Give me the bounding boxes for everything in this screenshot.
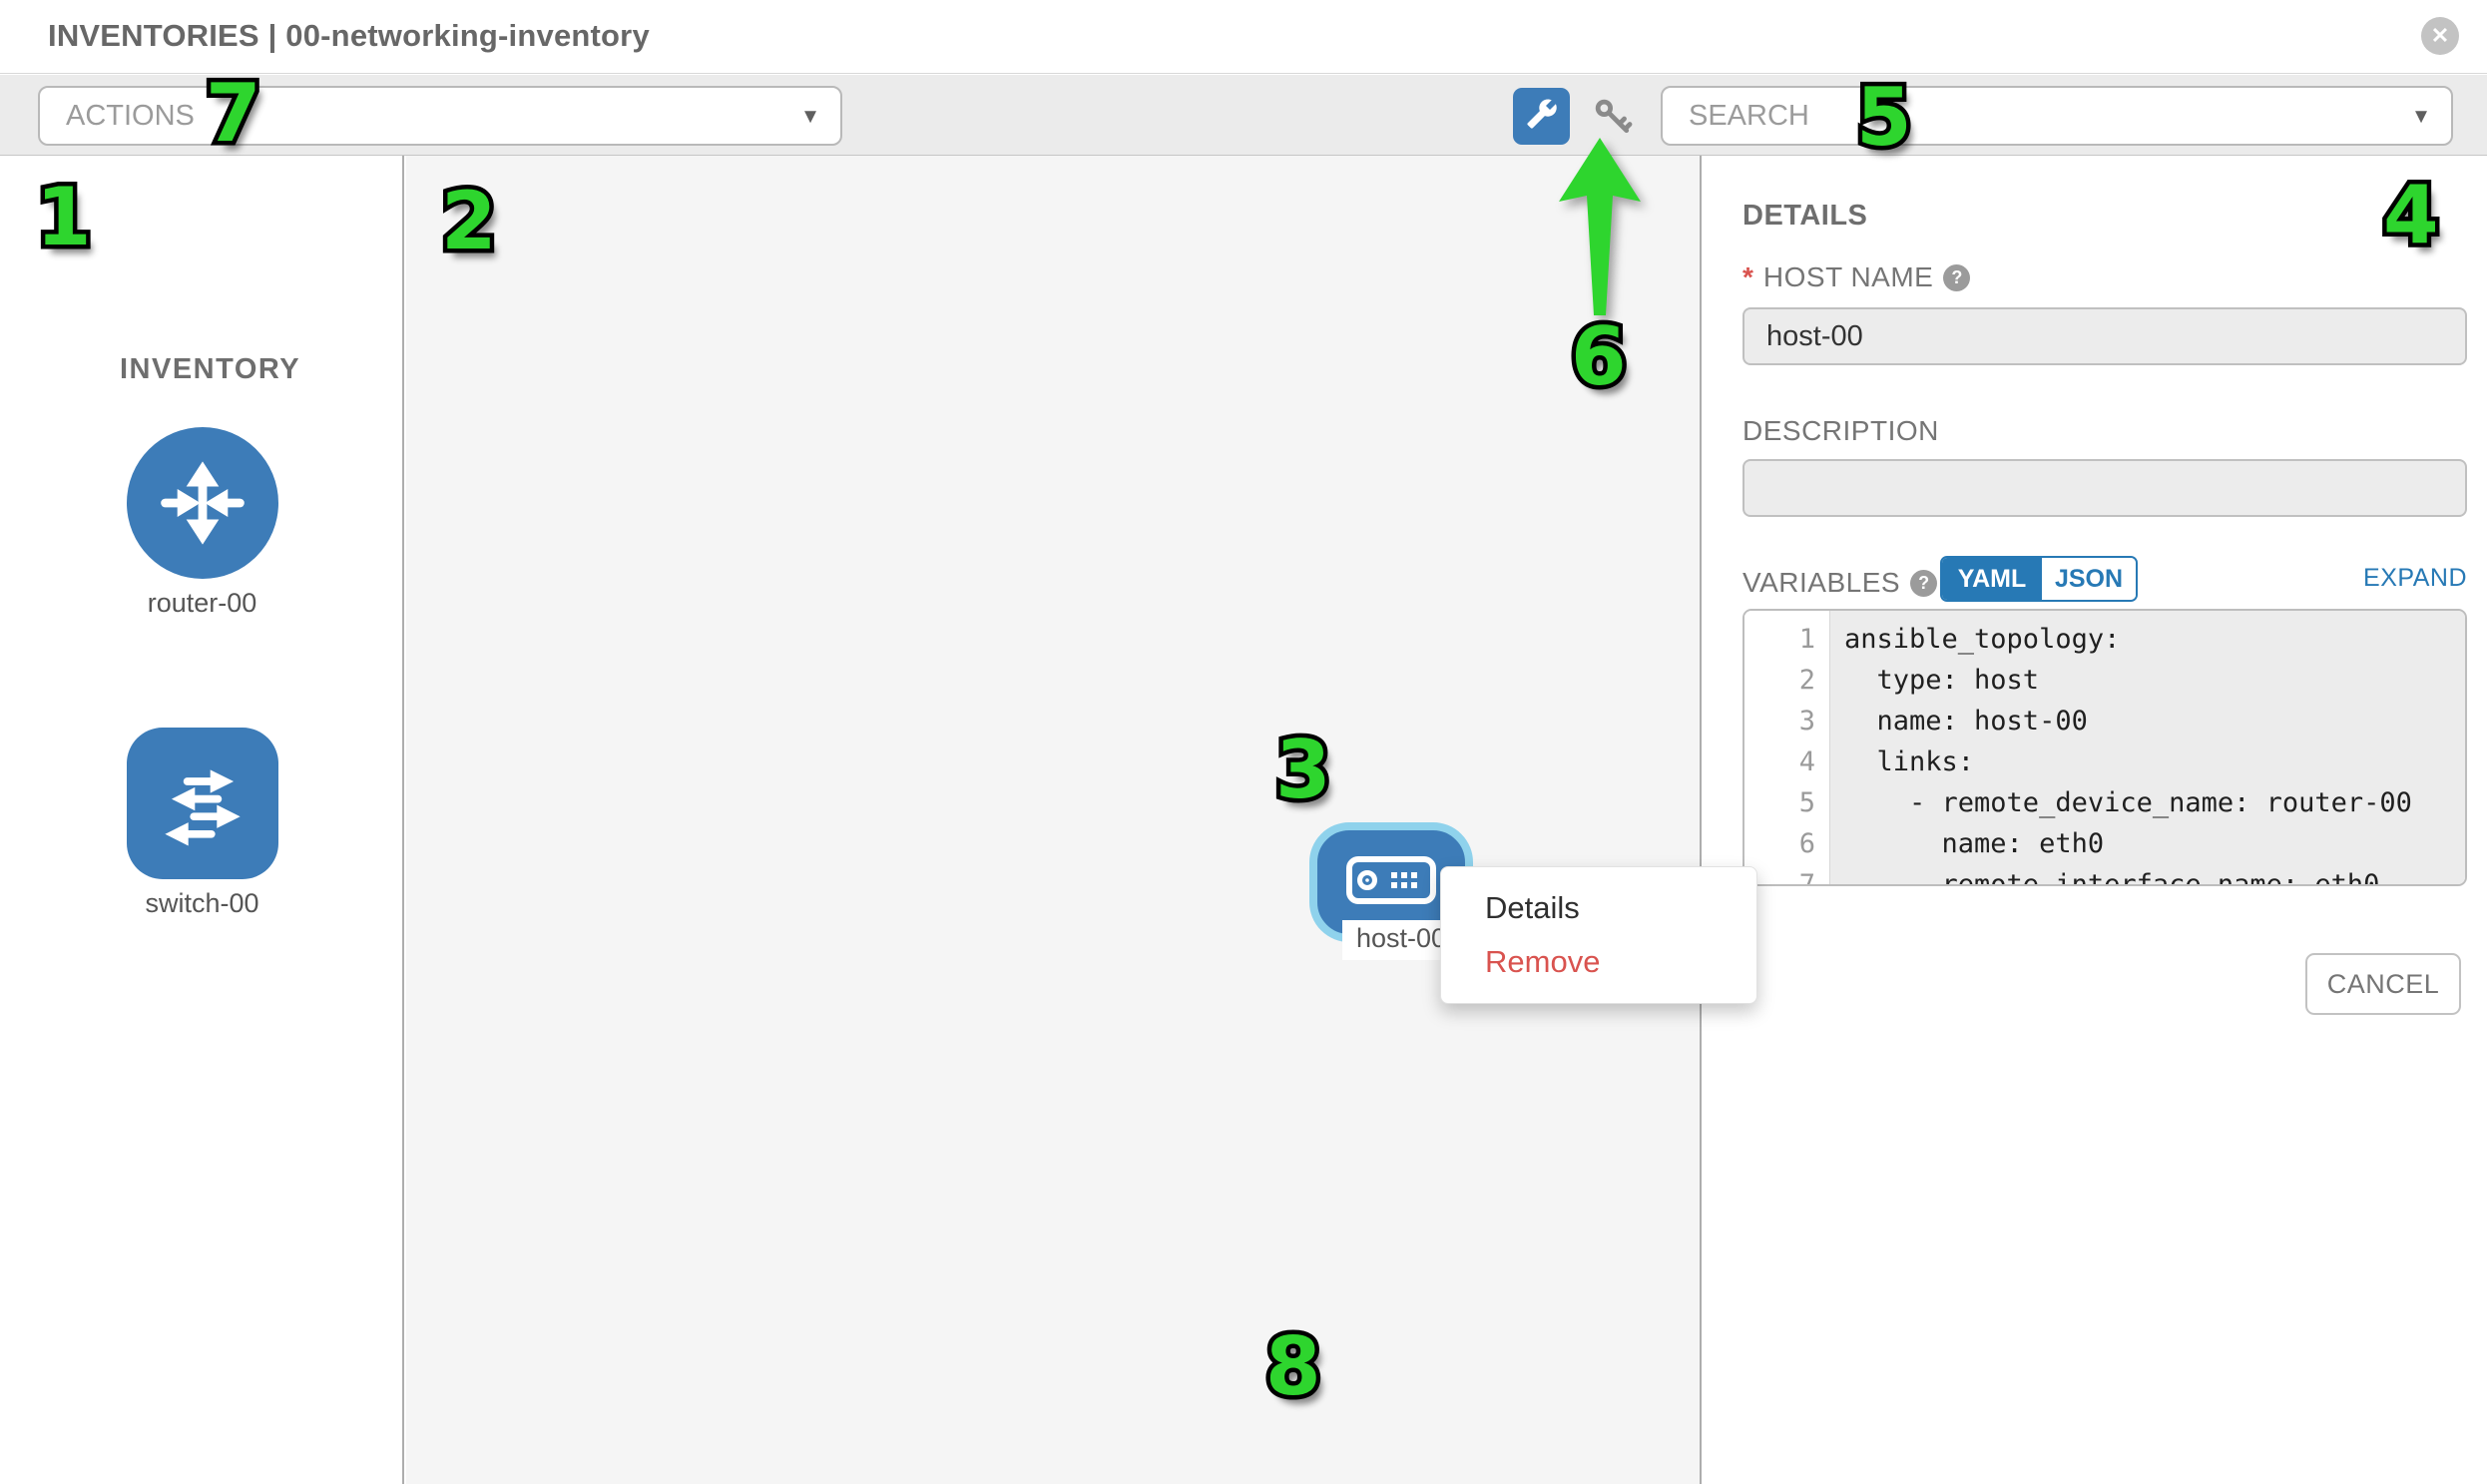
code-line: 3 name: host-00 [1744,701,2465,742]
required-asterisk: * [1742,261,1753,292]
host-icon [1345,855,1437,910]
cancel-button[interactable]: CANCEL [2305,953,2461,1015]
toolbar: ACTIONS ▾ SEARCH ▾ [0,75,2487,156]
header: INVENTORIES | 00-networking-inventory ✕ [0,0,2487,74]
key-button[interactable] [1589,95,1637,143]
sidebar-item-router[interactable]: router-00 [100,427,304,619]
actions-dropdown[interactable]: ACTIONS ▾ [38,86,842,146]
variables-label: VARIABLES [1742,567,1901,598]
details-heading: DETAILS [1742,200,1868,232]
topology-canvas[interactable]: host-00 Details Remove 120% − + [406,156,1757,1484]
menu-item-remove[interactable]: Remove [1485,944,1601,979]
code-line: 7 remote_interface_name: eth0 [1744,864,2465,884]
code-line: 2 type: host [1744,660,2465,701]
tab-yaml[interactable]: YAML [1942,558,2042,600]
code-line: 6 name: eth0 [1744,823,2465,864]
annotation-8: 8 [1261,1320,1326,1413]
help-icon[interactable]: ? [1943,263,1971,291]
close-button[interactable]: ✕ [2421,17,2459,55]
annotation-7: 7 [202,67,266,160]
page-title: INVENTORIES | 00-networking-inventory [48,18,650,53]
description-label: DESCRIPTION [1742,415,1939,446]
annotation-4: 4 [2379,169,2444,261]
sidebar-item-label: router-00 [147,588,257,618]
annotation-6: 6 [1567,310,1632,403]
description-input[interactable] [1742,459,2467,517]
inventory-heading: INVENTORY [120,353,301,385]
chevron-down-icon: ▾ [2414,102,2427,130]
inventory-sidebar: INVENTORY router-00 [0,156,404,1484]
context-menu: Details Remove [1440,866,1757,1004]
code-line: 1 ansible_topology: [1744,611,2465,660]
close-icon: ✕ [2430,23,2450,48]
toolbox-button[interactable] [1513,88,1570,145]
annotation-1: 1 [32,171,97,263]
key-icon [1591,95,1635,144]
chevron-down-icon: ▾ [803,102,816,130]
expand-link[interactable]: EXPAND [2363,564,2467,592]
host-name-label: HOST NAME [1762,261,1934,292]
annotation-3: 3 [1271,724,1336,816]
code-line: 4 links: [1744,742,2465,782]
variables-format-toggle: YAML JSON [1940,556,2138,602]
annotation-5: 5 [1852,71,1917,164]
tab-json[interactable]: JSON [2042,558,2136,600]
sidebar-item-switch[interactable]: switch-00 [100,728,304,919]
code-line: 5 - remote_device_name: router-00 [1744,782,2465,823]
variables-label-row: VARIABLES ? [1742,567,1938,599]
host-name-label-row: * HOST NAME ? [1742,261,1971,293]
switch-icon [126,728,278,879]
host-name-input[interactable] [1742,307,2467,365]
search-dropdown-label: SEARCH [1689,99,1809,132]
actions-dropdown-label: ACTIONS [66,99,195,132]
details-panel: DETAILS * HOST NAME ? DESCRIPTION VARIAB… [1704,156,2487,1484]
variables-editor[interactable]: 1 ansible_topology: 2 type: host 3 name: … [1742,609,2467,886]
wrench-icon [1526,98,1558,135]
sidebar-item-label: switch-00 [145,888,259,918]
help-icon[interactable]: ? [1910,569,1938,597]
description-label-row: DESCRIPTION [1742,415,1939,447]
annotation-2: 2 [437,175,502,267]
router-icon [126,427,278,579]
search-dropdown[interactable]: SEARCH ▾ [1661,86,2453,146]
annotation-arrow-icon [1559,138,1641,315]
menu-item-details[interactable]: Details [1485,890,1580,925]
